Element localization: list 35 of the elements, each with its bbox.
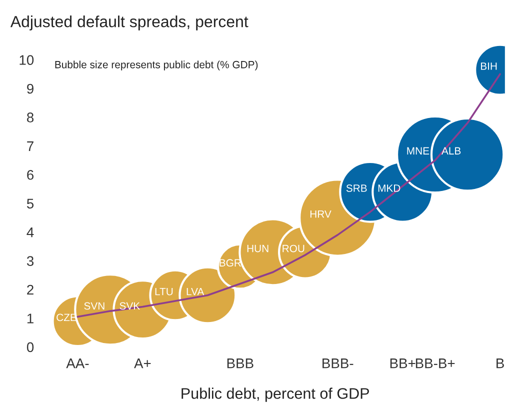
y-tick-label: 8 [27, 112, 34, 122]
x-tick-label: BB+ [390, 358, 416, 368]
data-label: MNE [407, 147, 430, 154]
x-axis-title: Public debt, percent of GDP [182, 388, 369, 402]
y-tick-label: 2 [27, 284, 34, 295]
y-tick-label: 6 [27, 170, 34, 180]
data-label: ROU [282, 244, 304, 252]
x-tick-label: BB-B+ [416, 358, 455, 368]
x-tick-label: BBB [227, 358, 254, 368]
data-label: ALB [442, 147, 461, 154]
y-tick-label: 0 [26, 342, 34, 352]
y-tick-label: 3 [26, 256, 34, 266]
chart-title: Adjusted default spreads, percent [10, 16, 248, 30]
y-tick-label: 7 [27, 141, 34, 151]
data-label: HRV [310, 210, 332, 218]
y-tick-label: 9 [27, 84, 34, 94]
data-label: SVN [84, 302, 104, 310]
data-label: HUN [247, 244, 268, 252]
y-tick-label: 10 [20, 55, 34, 65]
data-label: BIH [480, 62, 497, 70]
x-tick-label: AA- [66, 358, 89, 368]
data-label: LTU [155, 288, 173, 296]
x-tick-label: B [496, 358, 504, 368]
y-tick-label: 5 [26, 198, 34, 209]
data-label: BGR [220, 259, 241, 267]
line-series [76, 73, 501, 318]
y-tick-label: 4 [26, 228, 34, 238]
data-label: LVA [186, 288, 204, 296]
data-label: MKD [378, 184, 400, 192]
data-label: SVK [120, 302, 140, 310]
data-label: SRB [346, 184, 367, 192]
x-tick-label: BBB- [322, 358, 354, 368]
y-tick-label: 1 [27, 314, 34, 324]
annotation: Bubble size represents public debt (% GDP) [55, 60, 258, 70]
x-tick-label: A+ [134, 358, 151, 368]
